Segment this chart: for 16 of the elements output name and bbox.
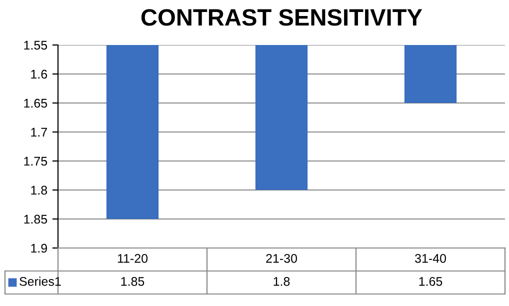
data-label: 1.85 (121, 277, 144, 286)
y-tick-label: 1.65 (24, 98, 48, 108)
y-tick-label: 1.6 (31, 70, 48, 79)
y-tick-label: 1.7 (31, 128, 47, 137)
y-tick-label: 1.55 (24, 40, 48, 50)
data-label: 1.65 (419, 277, 442, 286)
x-tick-label: 21-30 (266, 254, 297, 263)
x-tick-label: 31-40 (414, 254, 446, 263)
y-tick-label: 1.75 (24, 156, 48, 166)
legend-label: Series1 (20, 276, 61, 286)
x-tick-label: 11-20 (118, 254, 148, 263)
y-tick-label: 1.8 (31, 186, 48, 195)
y-tick-label: 1.9 (31, 244, 47, 253)
data-label: 1.8 (274, 277, 290, 286)
y-tick-label: 1.85 (24, 214, 48, 224)
chart-title: CONTRAST SENSITIVITY (141, 9, 422, 26)
